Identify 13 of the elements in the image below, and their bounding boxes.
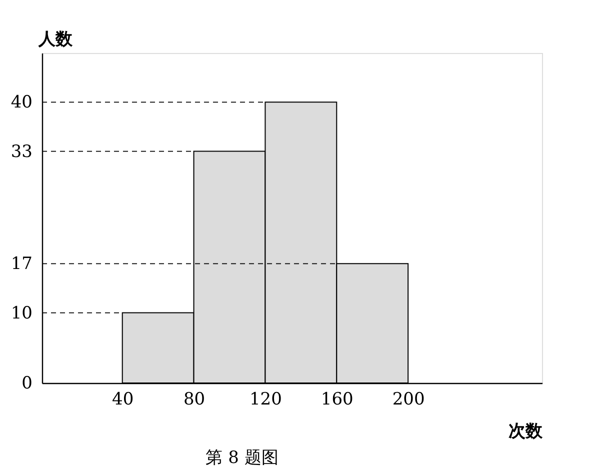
y-tick-label: 17	[10, 254, 32, 274]
y-axis-title: 人数	[38, 30, 74, 50]
x-tick-label: 40	[112, 390, 134, 410]
x-tick-label: 200	[392, 390, 425, 410]
y-tick-label: 0	[22, 374, 32, 394]
y-tick-label: 33	[10, 142, 32, 162]
y-tick-label: 10	[10, 303, 32, 324]
x-tick-label: 80	[183, 390, 206, 410]
x-axis-title: 次数	[508, 422, 544, 442]
y-tick-label: 40	[10, 92, 32, 113]
x-tick-label: 160	[320, 390, 354, 410]
text: 第 8 题图	[206, 448, 278, 467]
x-tick-label: 120	[249, 390, 282, 410]
